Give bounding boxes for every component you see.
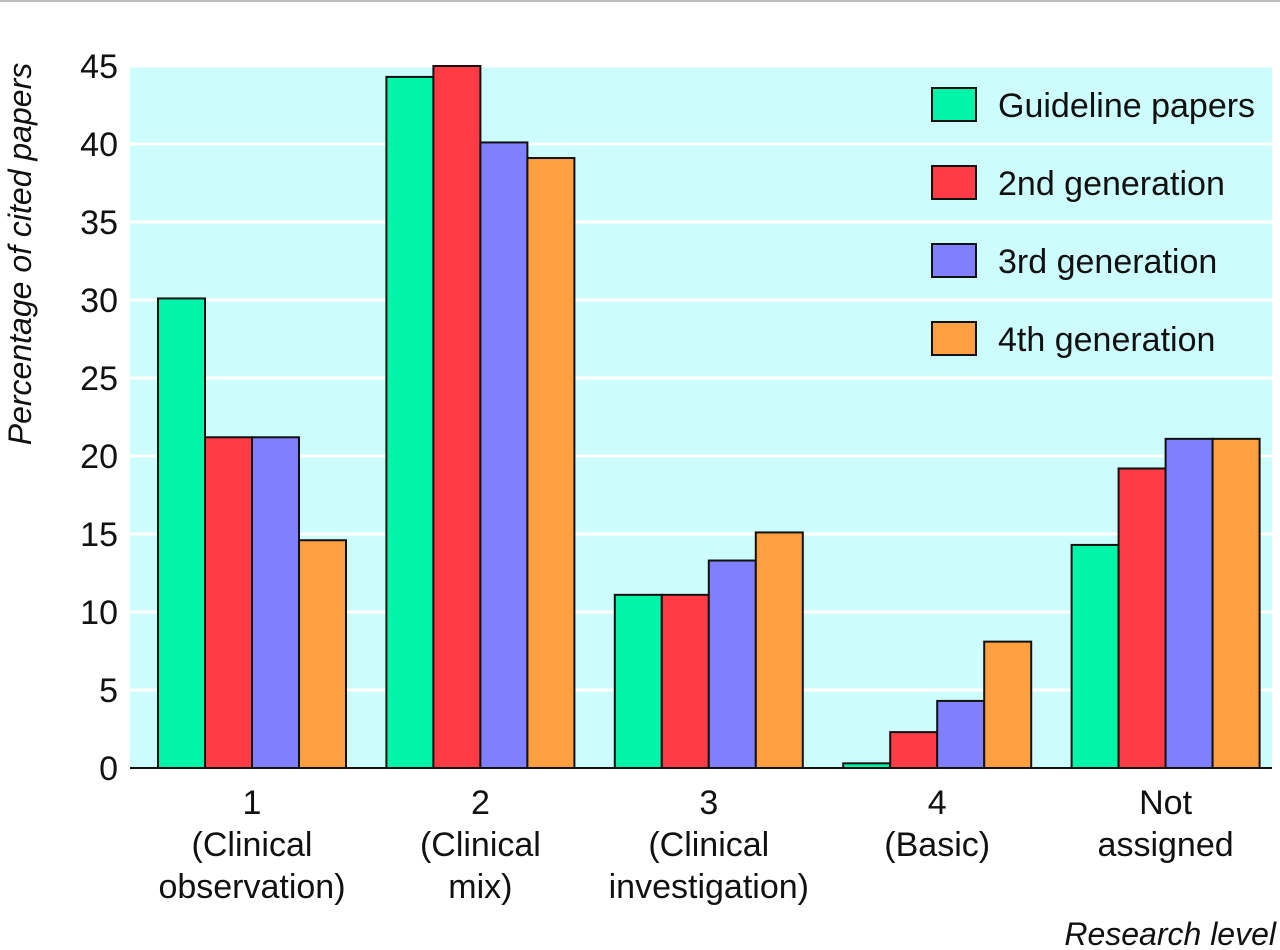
y-tick-label: 25 bbox=[80, 360, 118, 398]
x-axis-title: Research level bbox=[1064, 916, 1277, 950]
y-tick-label: 40 bbox=[80, 126, 118, 164]
y-axis-title: Percentage of cited papers bbox=[2, 63, 38, 445]
bars bbox=[157, 65, 1261, 770]
bar bbox=[1211, 437, 1261, 769]
bar bbox=[1117, 467, 1167, 769]
x-category-label: (Clinical bbox=[648, 826, 769, 864]
bar bbox=[936, 699, 986, 769]
bar bbox=[707, 559, 757, 770]
x-category-label: (Clinical bbox=[420, 826, 541, 864]
legend-swatch bbox=[931, 243, 977, 278]
bar bbox=[1164, 437, 1214, 769]
bar bbox=[526, 157, 576, 770]
legend: Guideline papers 2nd generation 3rd genera… bbox=[931, 87, 1255, 359]
legend-label: 2nd generation bbox=[998, 165, 1225, 203]
bar bbox=[1070, 543, 1120, 769]
bar bbox=[613, 593, 663, 770]
y-tick-label: 45 bbox=[80, 48, 118, 86]
y-tick-label: 20 bbox=[80, 438, 118, 476]
x-category-label: Not bbox=[1139, 784, 1192, 822]
x-category-label: mix) bbox=[448, 868, 512, 906]
bar bbox=[479, 141, 529, 769]
y-tick-label: 0 bbox=[99, 750, 118, 788]
x-category-label: observation) bbox=[158, 868, 345, 906]
y-tick-label: 35 bbox=[80, 204, 118, 242]
legend-swatch bbox=[931, 165, 977, 200]
bar bbox=[660, 593, 710, 770]
legend-label: 3rd generation bbox=[998, 243, 1217, 281]
bar bbox=[251, 436, 300, 769]
legend-swatch bbox=[931, 87, 977, 122]
bar bbox=[385, 75, 435, 770]
bar bbox=[204, 436, 253, 769]
legend-swatch bbox=[931, 321, 977, 356]
x-category-label: assigned bbox=[1098, 826, 1234, 864]
bar bbox=[983, 640, 1033, 770]
legend-label: Guideline papers bbox=[998, 87, 1255, 125]
bar bbox=[298, 539, 347, 769]
y-tick-label: 15 bbox=[80, 516, 118, 554]
legend-label: 4th generation bbox=[998, 321, 1215, 359]
x-category-label: 3 bbox=[699, 784, 718, 822]
x-category-label: (Basic) bbox=[884, 826, 990, 864]
x-category-label: 2 bbox=[471, 784, 490, 822]
x-category-label: 1 bbox=[243, 784, 262, 822]
bar bbox=[157, 297, 206, 769]
bar bbox=[889, 731, 939, 769]
y-tick-label: 30 bbox=[80, 282, 118, 320]
y-axis-ticks: 0 5 10 15 20 25 30 35 40 45 bbox=[80, 48, 118, 788]
bar bbox=[754, 531, 804, 769]
y-tick-label: 10 bbox=[80, 594, 118, 632]
top-rule bbox=[0, 0, 1280, 2]
x-category-label: investigation) bbox=[609, 868, 809, 906]
bar bbox=[432, 65, 482, 769]
x-category-label: 4 bbox=[928, 784, 947, 822]
x-axis-categories: 1 (Clinical observation) 2 (Clinical mix) 3 (Cl… bbox=[158, 784, 1233, 906]
x-category-label: (Clinical bbox=[192, 826, 313, 864]
y-tick-label: 5 bbox=[99, 672, 118, 710]
